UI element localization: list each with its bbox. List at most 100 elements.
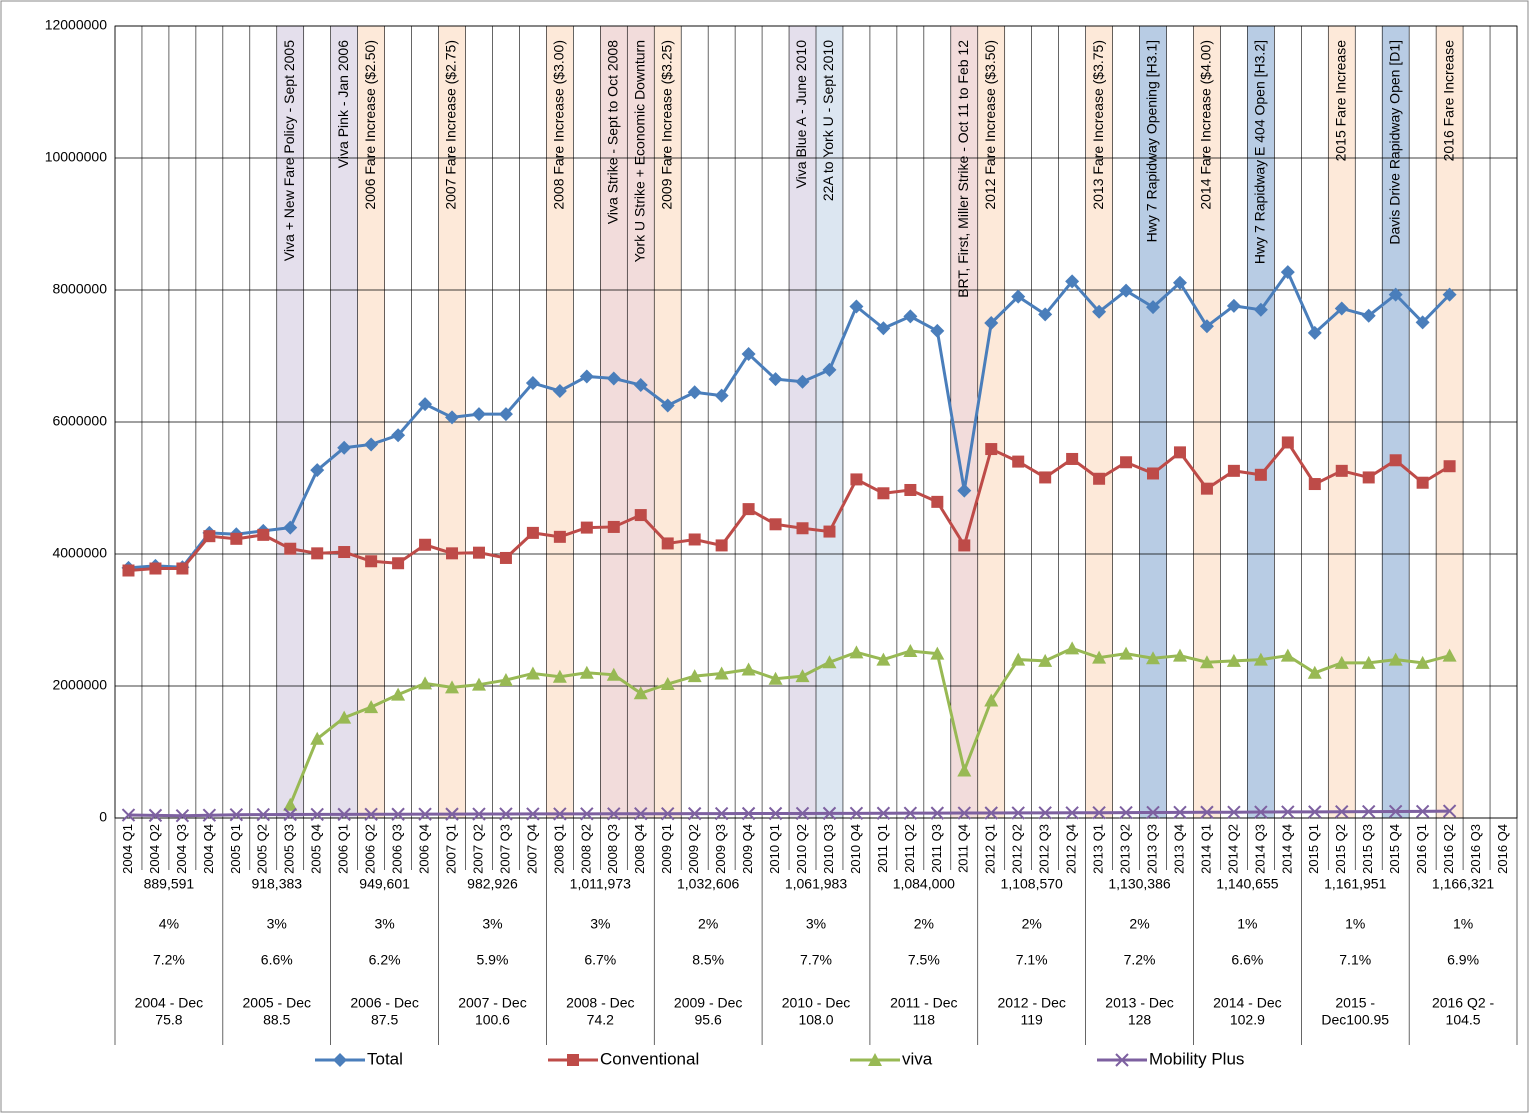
- marker: [498, 407, 513, 422]
- table-cell: 918,383: [251, 876, 302, 892]
- annotation-text: Viva Strike - Sept to Oct 2008: [604, 40, 620, 224]
- marker: [903, 806, 918, 820]
- table-cell: 2%: [914, 916, 934, 932]
- x-tick-label: 2011 Q3: [929, 824, 944, 873]
- x-tick-label: 2005 Q1: [228, 824, 243, 874]
- marker: [1227, 464, 1240, 477]
- marker: [338, 546, 351, 559]
- marker: [1415, 315, 1430, 330]
- marker: [1199, 655, 1214, 669]
- marker: [392, 557, 405, 570]
- table-cell: 6.2%: [369, 952, 401, 968]
- table-cell: 2010 - Dec: [782, 995, 850, 1011]
- marker: [1173, 805, 1187, 820]
- marker: [930, 646, 945, 660]
- table-cell: 1,061,983: [785, 876, 847, 892]
- marker: [149, 562, 162, 575]
- x-tick-label: 2010 Q4: [848, 824, 863, 874]
- table-cell: 7.2%: [1124, 952, 1156, 968]
- marker: [1119, 805, 1133, 820]
- marker: [1307, 325, 1322, 340]
- annotation-text: Viva Pink - Jan 2006: [335, 40, 351, 168]
- marker: [1416, 476, 1429, 489]
- marker: [553, 807, 567, 821]
- legend-label: Mobility Plus: [1149, 1049, 1244, 1068]
- marker: [984, 693, 999, 707]
- x-tick-label: 2005 Q2: [255, 824, 270, 874]
- marker: [1120, 456, 1133, 469]
- marker: [1415, 655, 1430, 669]
- plot-border: [114, 25, 1518, 819]
- marker: [1308, 805, 1322, 819]
- marker: [1254, 805, 1268, 819]
- marker: [1415, 804, 1430, 819]
- x-tick-label: 2004 Q4: [201, 824, 216, 874]
- marker: [877, 487, 890, 500]
- marker: [1442, 648, 1457, 662]
- marker: [1011, 289, 1026, 304]
- marker: [1388, 652, 1403, 666]
- marker: [661, 537, 674, 550]
- marker: [365, 555, 378, 568]
- annotation-text: 2015 Fare Increase: [1332, 40, 1348, 162]
- table-cell: 3%: [590, 916, 610, 932]
- marker: [876, 652, 891, 666]
- marker: [499, 807, 513, 821]
- marker: [1065, 274, 1080, 289]
- marker: [796, 522, 809, 535]
- table-cell: 6.7%: [584, 952, 616, 968]
- marker: [284, 542, 297, 555]
- marker: [850, 473, 863, 486]
- marker: [795, 669, 810, 683]
- marker: [579, 665, 594, 679]
- marker: [715, 539, 728, 552]
- marker: [580, 807, 594, 821]
- x-tick-label: 2014 Q4: [1279, 824, 1294, 874]
- x-tick-label: 2004 Q2: [147, 824, 162, 874]
- marker: [688, 533, 701, 546]
- marker: [903, 644, 918, 658]
- marker: [418, 807, 432, 821]
- marker: [310, 463, 325, 478]
- marker: [1173, 446, 1186, 459]
- x-tick-label: 2005 Q3: [282, 824, 297, 874]
- marker: [822, 806, 837, 821]
- marker: [472, 807, 486, 821]
- table-cell: 2006 - Dec: [350, 995, 418, 1011]
- table-cell: 7.1%: [1016, 952, 1048, 968]
- annotation-text: 2007 Fare Increase ($2.75): [443, 40, 459, 210]
- marker: [364, 437, 379, 452]
- marker: [931, 495, 944, 508]
- marker: [822, 655, 837, 669]
- table-cell: 6.9%: [1447, 952, 1479, 968]
- table-cell: 2009 - Dec: [674, 995, 742, 1011]
- marker: [1308, 478, 1321, 491]
- table-cell: 2%: [1129, 916, 1149, 932]
- marker: [1362, 804, 1376, 819]
- marker: [1388, 287, 1403, 302]
- x-tick-label: 2006 Q3: [390, 824, 405, 874]
- legend-marker: [868, 1053, 882, 1066]
- marker: [768, 806, 783, 821]
- annotation-text: Hwy 7 Rapidway Opening [H3.1]: [1144, 40, 1160, 242]
- marker: [580, 521, 593, 534]
- annotation-text: 22A to York U - Sept 2010: [820, 40, 836, 201]
- x-tick-label: 2010 Q2: [794, 824, 809, 874]
- x-tick-label: 2006 Q4: [416, 824, 431, 874]
- marker: [957, 806, 971, 820]
- marker: [876, 321, 891, 336]
- marker: [958, 539, 971, 552]
- marker: [471, 407, 486, 422]
- y-tick-label: 6000000: [52, 413, 107, 429]
- x-tick-label: 2004 Q1: [120, 824, 135, 874]
- table-cell: 88.5: [263, 1012, 290, 1028]
- marker: [310, 731, 325, 745]
- table-cell: 1,108,570: [1001, 876, 1063, 892]
- marker: [1092, 304, 1107, 319]
- table-cell: 2004 - Dec: [135, 995, 203, 1011]
- series-line: [288, 646, 1450, 806]
- x-tick-label: 2014 Q2: [1225, 824, 1240, 874]
- marker: [1092, 650, 1107, 664]
- marker: [607, 520, 620, 533]
